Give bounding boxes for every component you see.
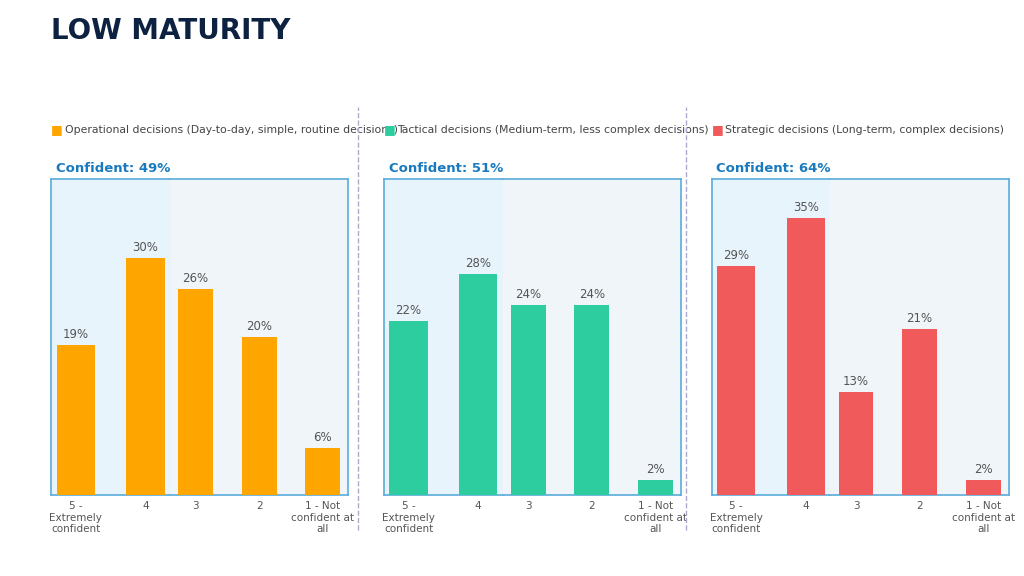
Bar (902, 329, 937, 495)
Text: 20%: 20% (246, 320, 272, 333)
Text: ■: ■ (712, 123, 723, 136)
Text: Confident: 51%: Confident: 51% (389, 162, 503, 175)
Bar (717, 266, 756, 495)
Text: 13%: 13% (843, 376, 869, 388)
Bar (126, 257, 165, 495)
Bar (305, 448, 340, 495)
Text: 29%: 29% (723, 249, 750, 262)
Text: 2%: 2% (646, 463, 665, 476)
Bar (966, 479, 1000, 495)
Text: ■: ■ (384, 123, 395, 136)
Text: 24%: 24% (515, 289, 542, 301)
Text: 28%: 28% (465, 257, 492, 270)
Text: Confident: 49%: Confident: 49% (56, 162, 170, 175)
Text: Strategic decisions (Long-term, complex decisions): Strategic decisions (Long-term, complex … (725, 124, 1004, 135)
Text: 2%: 2% (974, 463, 992, 476)
Text: Confident: 64%: Confident: 64% (717, 162, 830, 175)
Bar (459, 274, 498, 495)
Text: ■: ■ (51, 123, 62, 136)
Text: 19%: 19% (62, 328, 89, 341)
Text: Operational decisions (Day-to-day, simple, routine decisions): Operational decisions (Day-to-day, simpl… (65, 124, 397, 135)
Bar (178, 289, 213, 495)
Text: LOW MATURITY: LOW MATURITY (51, 17, 291, 46)
Text: Tactical decisions (Medium-term, less complex decisions): Tactical decisions (Medium-term, less co… (397, 124, 709, 135)
Bar (242, 337, 276, 495)
Bar (511, 305, 546, 495)
Text: 22%: 22% (395, 304, 422, 317)
Text: 26%: 26% (182, 272, 209, 286)
Text: 24%: 24% (579, 289, 605, 301)
Bar (56, 345, 95, 495)
Text: 35%: 35% (793, 201, 819, 214)
Bar (839, 392, 873, 495)
Text: 30%: 30% (132, 241, 159, 254)
Bar (574, 305, 609, 495)
Bar (389, 321, 428, 495)
Bar (786, 218, 825, 495)
Text: 6%: 6% (313, 431, 332, 444)
Text: 21%: 21% (906, 312, 933, 325)
Bar (638, 479, 673, 495)
